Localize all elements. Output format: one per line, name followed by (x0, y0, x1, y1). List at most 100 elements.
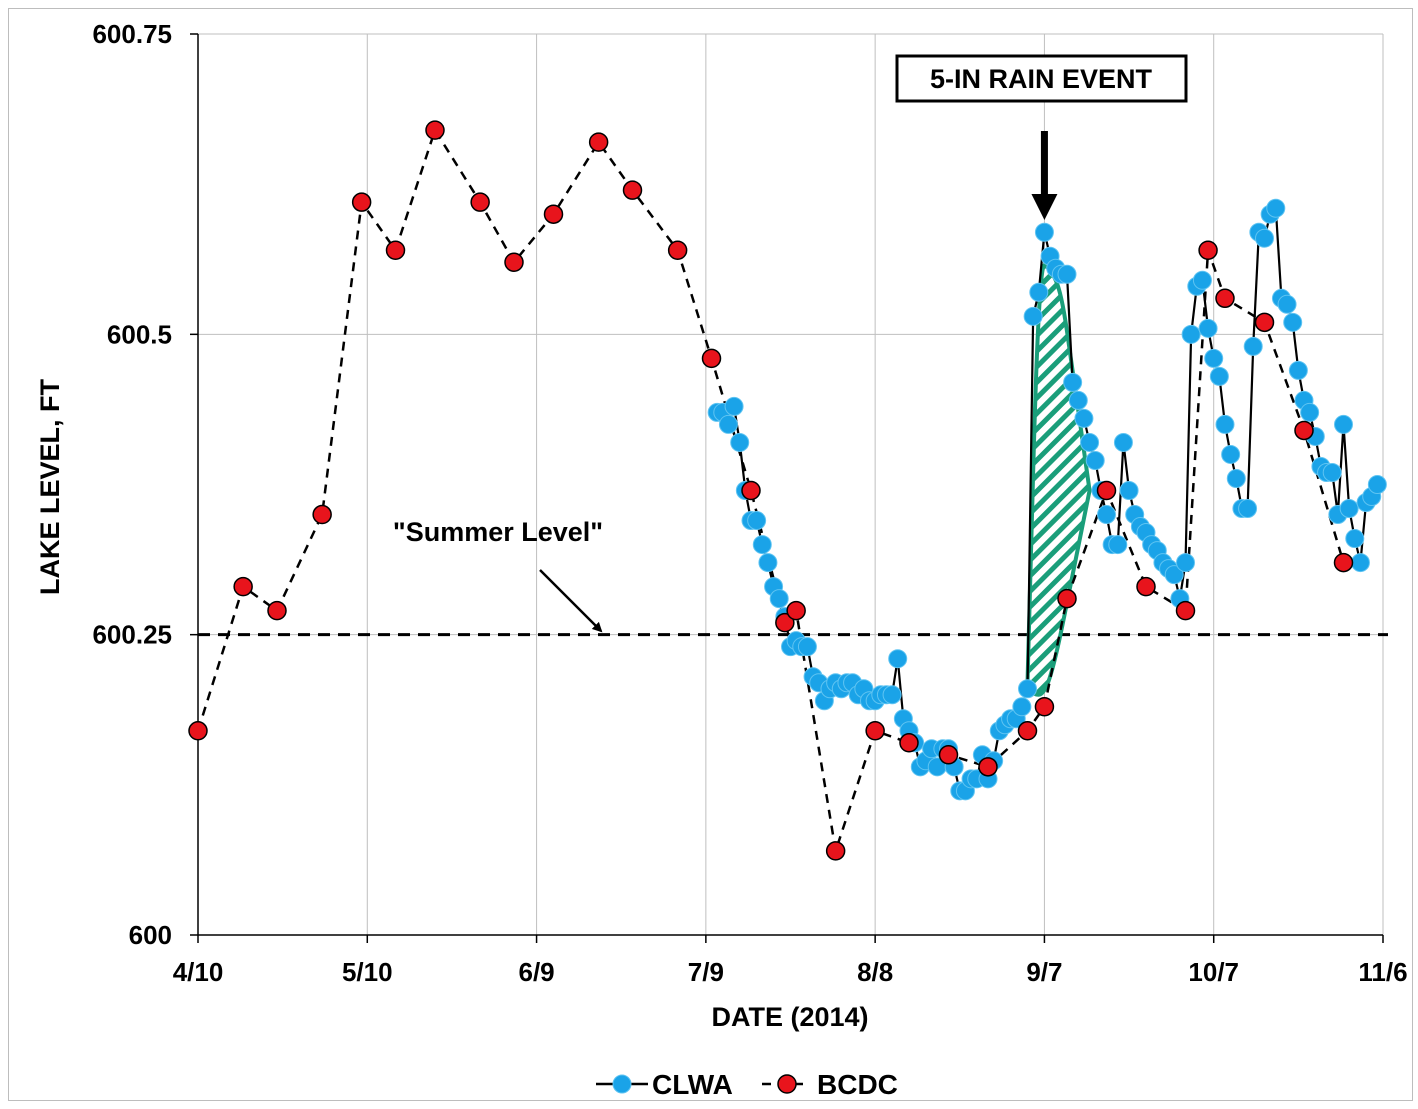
bcdc-point (425, 120, 445, 140)
legend: CLWA BCDC (596, 1069, 898, 1100)
x-tick-label: 8/8 (857, 957, 893, 987)
tick-labels: 600 600.25 600.5 600.75 4/10 5/10 6/9 7/9 8/8 9/7… (92, 19, 1407, 987)
chart-frame (8, 8, 1413, 1101)
bcdc-point (1294, 420, 1314, 441)
annotations: 5-IN RAIN EVENT "Summer Level" (393, 54, 1188, 633)
bcdc-point (622, 180, 643, 200)
clwa-point (1255, 228, 1274, 248)
x-tick-label: 7/9 (688, 957, 724, 987)
gridlines (197, 33, 1384, 936)
bcdc-point (1198, 240, 1218, 260)
y-tick-label: 600.25 (92, 620, 172, 650)
x-tick-label: 5/10 (342, 957, 393, 987)
bcdc-point (312, 504, 332, 525)
bcdc-point (978, 757, 998, 777)
clwa-point (1063, 372, 1083, 392)
series-lines (196, 127, 1379, 852)
clwa-point (1334, 414, 1353, 434)
bcdc-point (825, 841, 846, 861)
clwa-point (1350, 553, 1370, 573)
clwa-point (888, 649, 908, 669)
clwa-point (730, 432, 750, 452)
bcdc-point (543, 204, 564, 224)
x-tick-label: 10/7 (1188, 957, 1239, 987)
bcdc-point (188, 721, 208, 741)
clwa-point (1012, 697, 1032, 717)
bcdc-point (938, 745, 959, 765)
clwa-point (758, 553, 778, 573)
clwa-point (1119, 481, 1139, 501)
bcdc-point (741, 480, 761, 501)
bcdc-point (470, 192, 490, 212)
clwa-point (1243, 336, 1263, 356)
bcdc-point (667, 240, 688, 260)
bcdc-point (1136, 576, 1156, 597)
clwa-point (882, 685, 902, 705)
x-axis-label: DATE (2014) (711, 1002, 868, 1032)
clwa-point (1057, 264, 1077, 284)
clwa-point (797, 637, 817, 657)
bcdc-point (504, 252, 524, 273)
clwa-point (1226, 468, 1246, 488)
clwa-point (1080, 432, 1100, 452)
bcdc-point (1017, 721, 1038, 741)
bcdc-point (1175, 600, 1196, 621)
rain-event-shaded-area (1025, 263, 1092, 697)
clwa-point (1300, 402, 1320, 422)
bcdc-line (196, 127, 1345, 852)
clwa-point (1192, 270, 1212, 290)
clwa-point (1367, 475, 1387, 494)
y-axis-label: LAKE LEVEL, FT (35, 378, 65, 595)
y-tick-label: 600 (129, 920, 172, 950)
legend-bcdc-marker (777, 1074, 797, 1094)
summer-level-label: "Summer Level" (393, 517, 603, 547)
bcdc-point (1096, 480, 1117, 501)
rain-event-volume-shape (1025, 263, 1092, 697)
legend-clwa-label: CLWA (652, 1069, 733, 1100)
clwa-point (1029, 282, 1049, 302)
y-tick-label: 600.75 (92, 19, 172, 49)
bcdc-point (899, 733, 919, 753)
bcdc-point (233, 576, 253, 597)
bcdc-point (1254, 312, 1275, 333)
clwa-point (1181, 324, 1201, 344)
clwa-point (1018, 679, 1037, 699)
clwa-point (1097, 505, 1116, 525)
bcdc-point (1057, 588, 1077, 609)
bcdc-point (1333, 552, 1354, 573)
clwa-point (1068, 390, 1088, 410)
rain-event-arrow-head (1031, 194, 1058, 220)
clwa-point (1322, 462, 1342, 482)
bcdc-point (351, 192, 372, 212)
clwa-point (1345, 529, 1365, 549)
clwa-point (1108, 535, 1128, 555)
x-tick-label: 9/7 (1026, 957, 1062, 987)
clwa-point (747, 511, 767, 531)
bcdc-point (267, 600, 287, 621)
legend-bcdc-label: BCDC (817, 1069, 898, 1100)
x-tick-label: 11/6 (1358, 957, 1407, 987)
clwa-point (1085, 450, 1105, 470)
clwa-point (1176, 553, 1195, 573)
bcdc-point (701, 348, 722, 369)
rain-event-label: 5-IN RAIN EVENT (930, 64, 1153, 94)
x-tick-label: 4/10 (173, 957, 224, 987)
clwa-point (1034, 222, 1054, 242)
clwa-point (1215, 414, 1235, 434)
clwa-point (752, 535, 772, 555)
rain-event-box (895, 54, 1188, 103)
clwa-point (1221, 444, 1241, 464)
bcdc-point (1215, 288, 1235, 309)
bcdc-point (786, 600, 806, 621)
clwa-point (1198, 318, 1218, 338)
clwa-point (1074, 408, 1094, 428)
clwa-point (769, 589, 789, 609)
clwa-point (1238, 499, 1258, 519)
bcdc-point (865, 721, 885, 741)
axes (190, 33, 1384, 943)
clwa-point (1209, 366, 1229, 386)
clwa-point (1288, 360, 1308, 380)
bcdc-point (775, 612, 795, 633)
clwa-point (724, 396, 744, 416)
